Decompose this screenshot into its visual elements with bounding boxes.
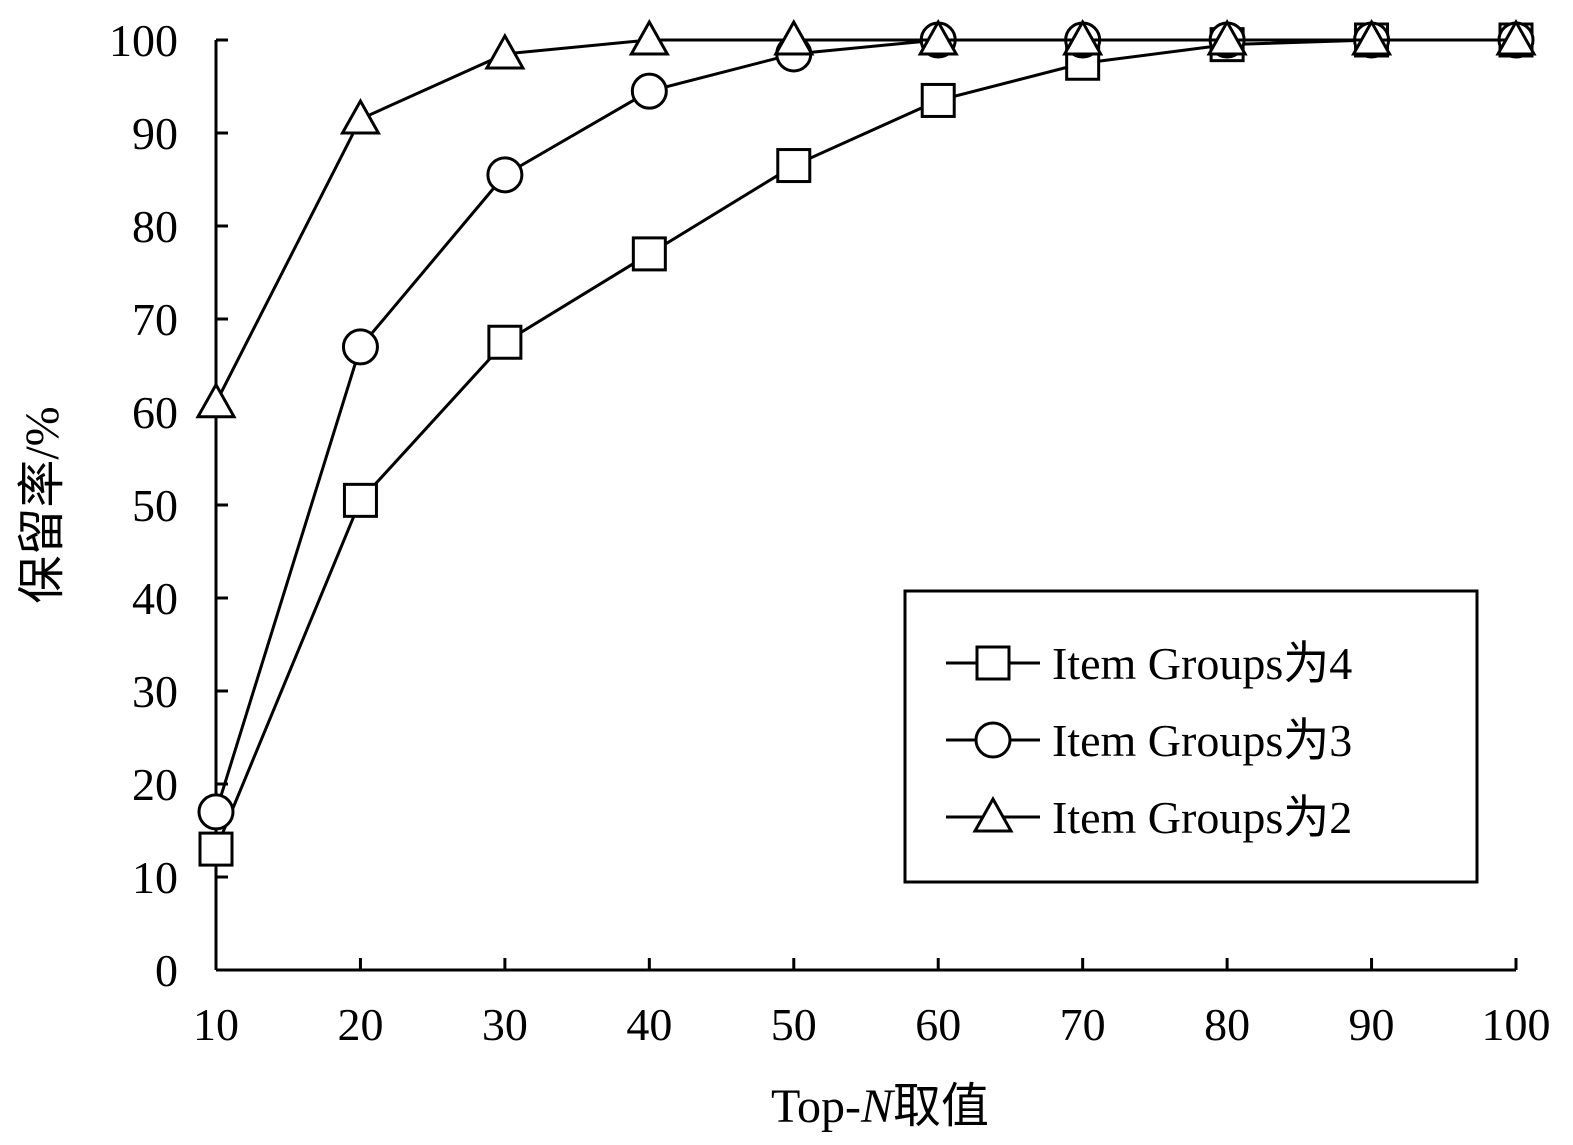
triangle-marker (484, 32, 526, 70)
square-marker (487, 324, 523, 360)
legend-label: Item Groups为4 (1052, 638, 1352, 689)
square-marker (776, 148, 812, 184)
triangle-marker (1062, 18, 1104, 56)
series-triangle (195, 18, 1537, 419)
circle-marker (197, 793, 235, 831)
y-tick-label: 80 (132, 201, 178, 252)
series-line (214, 38, 1516, 404)
circle-marker (341, 328, 379, 366)
y-tick-label: 10 (132, 852, 178, 903)
triangle-marker (972, 795, 1014, 833)
x-axis-title: Top-N取值 (771, 1080, 989, 1133)
triangle-marker (195, 381, 237, 419)
square-marker (631, 236, 667, 272)
x-tick-label: 40 (626, 999, 672, 1050)
square-marker (342, 482, 378, 518)
x-tick-label: 60 (915, 999, 961, 1050)
triangle-marker (1206, 18, 1248, 56)
legend-entry-triangle: Item Groups为2 (946, 792, 1352, 843)
y-tick-label: 100 (109, 15, 178, 66)
triangle-marker (1350, 18, 1393, 56)
legend-entry-circle: Item Groups为3 (946, 715, 1352, 766)
y-tick-label: 60 (132, 387, 178, 438)
x-tick-label: 90 (1349, 999, 1395, 1050)
y-tick-label: 40 (132, 573, 178, 624)
x-tick-label: 80 (1204, 999, 1250, 1050)
x-tick-label: 20 (337, 999, 383, 1050)
triangle-marker (773, 18, 815, 56)
y-axis-ticks: 0 10 20 30 40 50 60 70 80 90 100 (109, 15, 228, 996)
legend: Item Groups为4 Item Groups为3 Item Groups为2 (903, 589, 1479, 884)
y-tick-label: 90 (132, 108, 178, 159)
triangle-marker (917, 18, 959, 56)
legend-label: Item Groups为2 (1052, 792, 1352, 843)
x-tick-label: 70 (1060, 999, 1106, 1050)
square-marker (920, 82, 956, 118)
triangle-marker (1495, 18, 1537, 56)
legend-label: Item Groups为3 (1052, 715, 1352, 766)
square-marker (198, 831, 234, 867)
y-tick-label: 30 (132, 666, 178, 717)
y-tick-label: 20 (132, 759, 178, 810)
x-tick-label: 30 (482, 999, 528, 1050)
plot-area (195, 18, 1537, 867)
circle-marker (974, 721, 1012, 759)
triangle-marker (628, 18, 670, 56)
y-tick-label: 0 (155, 945, 178, 996)
x-tick-label: 10 (193, 999, 239, 1050)
y-axis-title: 保留率/% (16, 406, 69, 603)
x-tick-label: 50 (771, 999, 817, 1050)
y-tick-label: 50 (132, 480, 178, 531)
circle-marker (486, 156, 524, 194)
series-line (214, 38, 1516, 850)
legend-entry-square: Item Groups为4 (946, 638, 1352, 689)
circle-marker (630, 72, 668, 110)
y-tick-label: 70 (132, 294, 178, 345)
square-marker (975, 645, 1011, 681)
x-axis-ticks: 10 20 30 40 50 60 70 80 90 100 (193, 958, 1551, 1050)
triangle-marker (339, 97, 382, 135)
x-tick-label: 100 (1482, 999, 1551, 1050)
